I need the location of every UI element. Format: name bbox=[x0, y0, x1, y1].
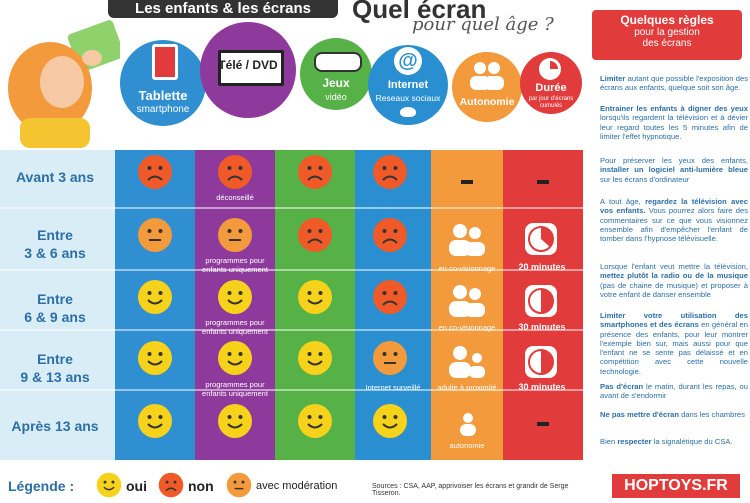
face-oui-icon bbox=[297, 340, 333, 376]
face-oui-icon bbox=[217, 340, 253, 376]
face-oui-icon bbox=[137, 279, 173, 315]
child-illustration bbox=[0, 18, 125, 148]
row-label-4: Après 13 ans bbox=[11, 418, 99, 434]
not-applicable-dash bbox=[537, 180, 549, 184]
not-applicable-dash bbox=[537, 422, 549, 426]
people-icon bbox=[447, 344, 487, 385]
face-non-icon bbox=[217, 154, 253, 190]
face-non-icon bbox=[372, 154, 408, 190]
row-label-2: Entre 6 & 9 ans bbox=[24, 291, 86, 325]
faces-layer bbox=[137, 154, 408, 439]
rule-1: Limiter autant que possible l'exposition… bbox=[600, 74, 748, 93]
rule-8: Ne pas mettre d'écran dans les chambres bbox=[600, 410, 745, 419]
column-duration-label: Durée bbox=[535, 82, 567, 94]
duration-clock-icon bbox=[524, 222, 558, 261]
row-label-3: Entre 9 & 13 ans bbox=[20, 351, 90, 385]
row-label-0: Avant 3 ans bbox=[15, 169, 95, 185]
legend-label-oui: oui bbox=[126, 478, 147, 494]
at-icon: @ bbox=[394, 47, 422, 75]
cell-caption: en co-visionnage bbox=[438, 264, 496, 273]
tv-icon bbox=[218, 50, 284, 86]
column-tv-label: Télé / DVD bbox=[218, 58, 278, 72]
legend-face-oui bbox=[96, 472, 122, 498]
page-subtitle: pour quel âge ? bbox=[412, 14, 554, 35]
page-title: Quel écran bbox=[352, 0, 487, 24]
legend-label-moderation: avec modération bbox=[256, 480, 338, 492]
not-applicable-dash bbox=[461, 180, 473, 184]
cell-caption: Internet surveillé bbox=[365, 383, 421, 392]
face-moderation-icon bbox=[372, 340, 408, 376]
face-non-icon bbox=[372, 217, 408, 253]
cell-caption: en co-visionnage bbox=[438, 323, 496, 332]
people-icon bbox=[468, 60, 506, 90]
rule-6: Limiter votre utilisation des smartphone… bbox=[600, 311, 748, 376]
column-tablet-label: Tablette bbox=[138, 88, 188, 103]
rules-heading: Quelques règles pour la gestion des écra… bbox=[592, 10, 742, 60]
sources-note: Sources : CSA, AAP, apprivoiser les écra… bbox=[372, 483, 569, 497]
rule-2: Entrainer les enfants à digner des yeux … bbox=[600, 104, 748, 141]
duration-value: 30 minutes bbox=[518, 382, 566, 392]
column-games-label: Jeux bbox=[322, 76, 350, 90]
rule-7: Pas d'écran le matin, durant les repas, … bbox=[600, 382, 748, 401]
legend-face-non bbox=[158, 472, 184, 498]
column-tv: Télé / DVD bbox=[200, 22, 296, 118]
face-non-icon bbox=[137, 154, 173, 190]
column-tablet: Tablette smartphone bbox=[120, 40, 206, 126]
rule-3: Pour préserver les yeux des enfants, ins… bbox=[600, 156, 748, 184]
face-oui-icon bbox=[217, 279, 253, 315]
duration-clock-icon bbox=[524, 284, 558, 323]
duration-clock-icon bbox=[524, 345, 558, 384]
cell-caption: déconseillé bbox=[216, 193, 254, 202]
rule-5: Lorsque l'enfant veut mettre la télévisi… bbox=[600, 262, 748, 299]
legend-label-non: non bbox=[188, 478, 214, 494]
row-label-1: Entre 3 & 6 ans bbox=[24, 227, 86, 261]
duration-value: 30 minutes bbox=[518, 322, 566, 332]
duration-value: 20 minutes bbox=[518, 262, 566, 272]
title-banner: Les enfants & les écrans bbox=[108, 0, 338, 18]
face-oui-icon bbox=[372, 403, 408, 439]
column-tablet-sub: smartphone bbox=[136, 104, 190, 115]
people-icon bbox=[447, 283, 487, 324]
legend-title: Légende : bbox=[8, 478, 75, 494]
column-internet-label: Internet bbox=[387, 79, 429, 91]
clock-icon bbox=[539, 58, 561, 80]
face-oui-icon bbox=[297, 279, 333, 315]
cell-caption: programmes pour enfants uniquement bbox=[202, 318, 268, 336]
rule-9: Bien respecter la signalétique du CSA. bbox=[600, 437, 733, 446]
column-games: Jeux vidéo bbox=[300, 38, 372, 110]
people-icon bbox=[447, 222, 487, 263]
face-oui-icon bbox=[217, 403, 253, 439]
cell-caption: adulte à proximité bbox=[437, 383, 497, 392]
rule-4: A tout âge, regardez la télévision avec … bbox=[600, 197, 748, 244]
brand-logo: HOPTOYS.FR bbox=[612, 474, 740, 498]
column-duration-sub: par jour d'écrans cumulés bbox=[528, 96, 574, 109]
cell-caption: programmes pour enfants uniquement bbox=[202, 256, 268, 274]
person-icon bbox=[459, 412, 477, 441]
face-moderation-icon bbox=[137, 217, 173, 253]
face-non-icon bbox=[372, 279, 408, 315]
tablet-icon bbox=[152, 44, 178, 80]
column-games-sub: vidéo bbox=[325, 92, 347, 102]
legend-face-moderation bbox=[226, 472, 252, 498]
face-oui-icon bbox=[137, 403, 173, 439]
column-autonomy-label: Autonomie bbox=[459, 96, 515, 108]
cell-caption: programmes pour enfants uniquement bbox=[202, 380, 268, 398]
face-oui-icon bbox=[137, 340, 173, 376]
face-oui-icon bbox=[297, 403, 333, 439]
column-internet-sub: Reseaux sociaux bbox=[375, 93, 441, 103]
bird-icon bbox=[400, 107, 416, 117]
column-duration: Durée par jour d'écrans cumulés bbox=[520, 52, 582, 114]
column-autonomy: Autonomie bbox=[452, 52, 522, 122]
face-non-icon bbox=[297, 154, 333, 190]
face-non-icon bbox=[297, 217, 333, 253]
cell-caption: autonomie bbox=[449, 441, 485, 450]
gamepad-icon bbox=[314, 52, 362, 72]
face-moderation-icon bbox=[217, 217, 253, 253]
column-internet: @ Internet Reseaux sociaux bbox=[368, 45, 448, 125]
